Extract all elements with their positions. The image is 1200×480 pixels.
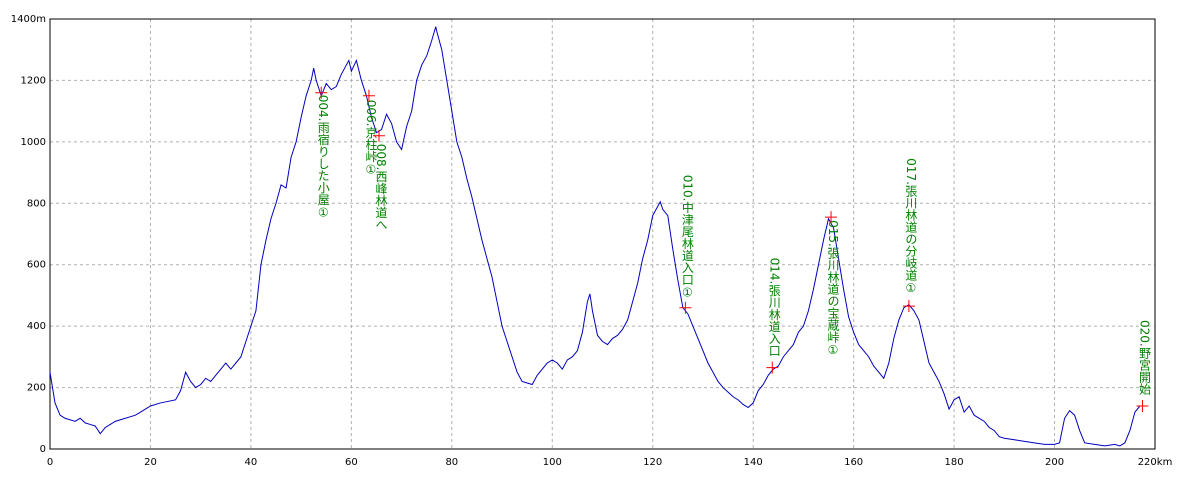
x-tick-label: 40 (245, 457, 258, 468)
waypoint-marker (315, 86, 328, 99)
waypoint-marker (825, 211, 838, 224)
annotation-label: 014.張川林道入口 (767, 258, 781, 357)
waypoint-marker (1136, 400, 1149, 412)
annotation-label: 017.張川林道の分岐道① (904, 158, 918, 295)
x-tick-label: 220km (1138, 457, 1173, 468)
x-tick-label: 100 (543, 457, 562, 468)
waypoint-marker (372, 129, 385, 142)
annotation-label: 010.中津尾林道入口① (680, 175, 694, 300)
x-tick-label: 160 (844, 457, 863, 468)
y-tick-label: 400 (27, 321, 46, 332)
plot-frame (49, 18, 1156, 450)
waypoint-marker (766, 361, 779, 374)
y-tick-label: 1400m (11, 14, 46, 25)
x-tick-label: 80 (445, 457, 458, 468)
x-tick-label: 0 (47, 457, 53, 468)
waypoint-marker (362, 89, 375, 102)
x-tick-label: 140 (744, 457, 763, 468)
annotation-label: 020.野宮開始 (1137, 320, 1151, 395)
elevation-line (49, 26, 1141, 447)
y-tick-label: 0 (40, 444, 46, 455)
x-tick-label: 20 (144, 457, 157, 468)
x-tick-label: 180 (945, 457, 964, 468)
waypoint-marker (902, 300, 915, 313)
annotation-label: 004.雨宿りした小屋① (316, 95, 330, 220)
y-tick-label: 1200 (21, 75, 46, 86)
annotation-label: 015.張川林道の宝蔵峠① (826, 220, 840, 357)
x-tick-label: 60 (345, 457, 358, 468)
annotation-label: 008.西峰林道へ (374, 144, 388, 231)
y-tick-label: 1000 (21, 137, 46, 148)
y-tick-label: 800 (27, 198, 46, 209)
waypoint-marker (679, 301, 692, 314)
annotation-label: 006.京柱峠① (364, 100, 378, 177)
y-tick-label: 200 (27, 383, 46, 394)
y-tick-label: 600 (27, 260, 46, 271)
x-tick-label: 120 (643, 457, 662, 468)
x-tick-label: 200 (1045, 457, 1064, 468)
